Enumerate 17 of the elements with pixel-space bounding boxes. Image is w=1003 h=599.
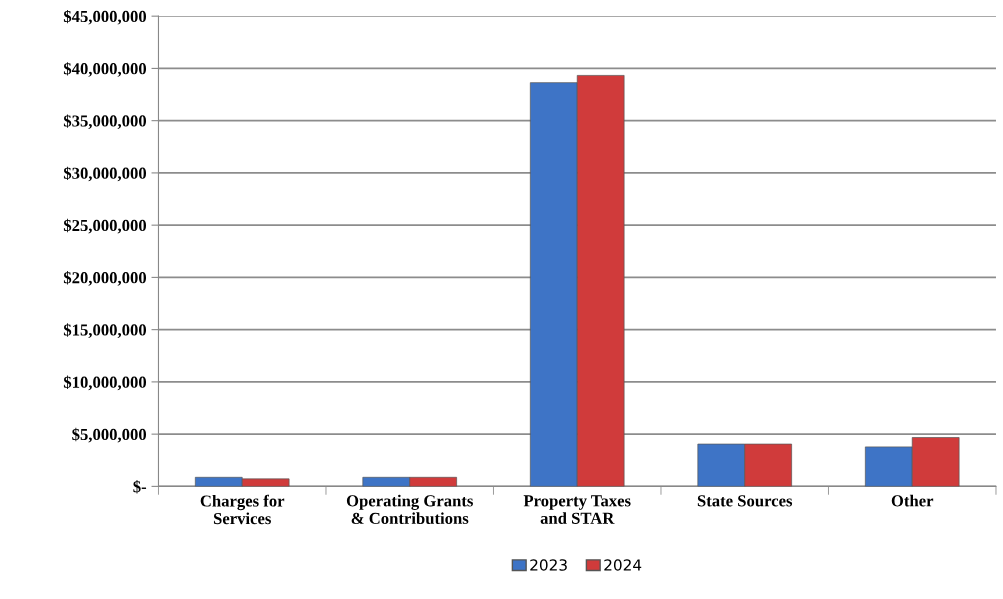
y-tick-label: $15,000,000 [63,323,147,339]
y-tick-label: $5,000,000 [72,427,147,443]
y-tick-label: $45,000,000 [63,9,147,25]
y-tick-label: $20,000,000 [63,271,147,286]
x-tick-label: Operating Grants & Contributions [346,494,473,525]
y-tick-label: $25,000,000 [63,218,147,234]
x-tick-label: State Sources [697,495,793,507]
y-tick-label: $- [133,480,147,494]
y-tick-label: $35,000,000 [63,114,147,130]
x-tick-label: Charges for Services [200,494,285,525]
legend-label: 2023 [530,559,567,571]
y-tick-label: $40,000,000 [63,62,147,77]
x-tick-label: Other [891,494,934,507]
legend-label: 2024 [604,559,642,571]
y-tick-label: $30,000,000 [63,166,147,182]
x-tick-label: Property Taxes and STAR [523,495,631,524]
y-tick-label: $10,000,000 [63,375,147,391]
